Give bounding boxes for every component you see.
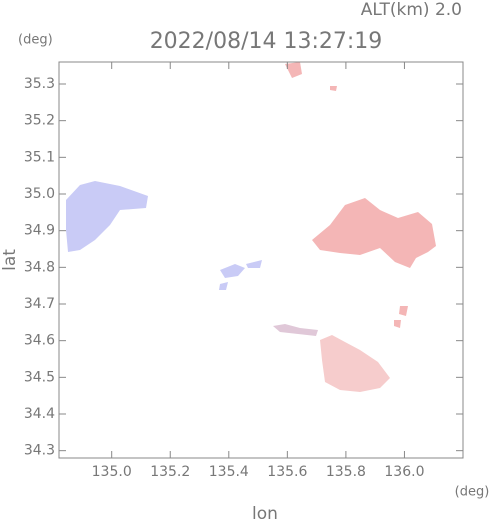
- y-axis-label: lat: [0, 249, 20, 271]
- x-unit: (deg): [455, 485, 490, 500]
- echo-pink: [285, 62, 408, 328]
- x-tick-label: 135.4: [209, 464, 249, 480]
- echo-mixed: [273, 324, 318, 336]
- echo-blue: [219, 260, 262, 290]
- plot-frame: [58, 61, 464, 459]
- y-tick-label: 35.1: [24, 149, 55, 165]
- echoes: [66, 62, 436, 392]
- y-tick-label: 35.2: [24, 113, 55, 129]
- x-axis-label: lon: [252, 504, 278, 521]
- y-tick-label: 34.5: [24, 369, 55, 385]
- x-tick-label: 136.0: [384, 464, 424, 480]
- x-tick-label: 135.8: [326, 464, 366, 480]
- y-tick-label: 34.7: [24, 296, 55, 312]
- y-tick-label: 35.3: [24, 76, 55, 92]
- echo-blue: [66, 181, 148, 252]
- x-tick-label: 135.6: [267, 464, 307, 480]
- y-tick-label: 35.0: [24, 186, 55, 202]
- chart-title: 2022/08/14 13:27:19: [150, 29, 383, 54]
- echo-pink: [312, 198, 436, 268]
- altitude-label: ALT(km) 2.0: [361, 0, 462, 20]
- y-tick-label: 34.9: [24, 223, 55, 239]
- x-tick-label: 135.2: [150, 464, 190, 480]
- y-tick-label: 34.3: [24, 443, 55, 459]
- y-tick-label: 34.6: [24, 333, 55, 349]
- y-tick-label: 34.8: [24, 259, 55, 275]
- y-unit: (deg): [18, 33, 53, 48]
- echo-pink: [320, 335, 390, 392]
- x-tick-label: 135.0: [92, 464, 132, 480]
- y-tick-label: 34.4: [24, 406, 55, 422]
